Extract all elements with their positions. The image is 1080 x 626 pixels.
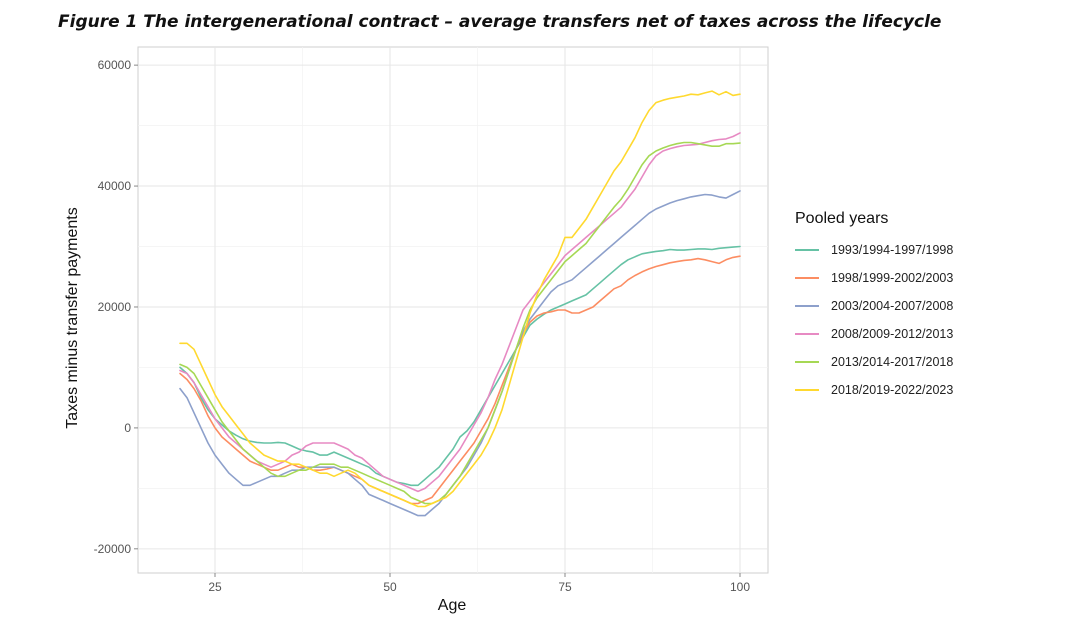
x-axis: 25 50 75 100 <box>208 573 750 594</box>
legend-item: 2013/2014-2017/2018 <box>795 348 953 376</box>
legend-label: 1998/1999-2002/2003 <box>831 271 954 285</box>
legend-label: 1993/1994-1997/1998 <box>831 243 954 257</box>
x-tick-label: 100 <box>730 580 750 594</box>
series-line-5 <box>179 141 741 505</box>
x-tick-label: 25 <box>208 580 222 594</box>
legend-item: 2003/2004-2007/2008 <box>795 292 953 320</box>
figure-title: Figure 1 The intergenerational contract … <box>58 12 942 32</box>
legend-item: 1993/1994-1997/1998 <box>795 236 953 264</box>
legend: Pooled years 1993/1994-1997/1998 1998/199… <box>795 210 953 404</box>
y-tick-label: 20000 <box>98 300 132 314</box>
legend-item: 2018/2019-2022/2023 <box>795 376 953 404</box>
y-tick-label: 60000 <box>98 58 132 72</box>
series-line-6 <box>179 90 741 508</box>
legend-key <box>795 333 819 335</box>
y-axis-label: Taxes minus transfer payments <box>64 207 81 428</box>
legend-key <box>795 277 819 279</box>
legend-label: 2018/2019-2022/2023 <box>831 383 954 397</box>
legend-items: 1993/1994-1997/1998 1998/1999-2002/2003 20… <box>795 236 953 404</box>
legend-key <box>795 361 819 363</box>
legend-key <box>795 305 819 307</box>
y-tick-label: 0 <box>124 421 131 435</box>
x-tick-label: 50 <box>383 580 397 594</box>
y-axis: -20000 0 20000 40000 60000 <box>94 58 138 556</box>
legend-label: 2008/2009-2012/2013 <box>831 327 954 341</box>
x-tick-label: 75 <box>558 580 572 594</box>
series-line-1 <box>179 245 741 487</box>
legend-label: 2003/2004-2007/2008 <box>831 299 954 313</box>
series-line-4 <box>179 132 741 493</box>
gridlines <box>138 47 768 573</box>
legend-item: 1998/1999-2002/2003 <box>795 264 953 292</box>
y-tick-label: -20000 <box>94 542 132 556</box>
legend-title: Pooled years <box>795 210 889 227</box>
legend-label: 2013/2014-2017/2018 <box>831 355 954 369</box>
legend-key <box>795 249 819 251</box>
series-line-2 <box>179 255 741 505</box>
series-layer <box>179 90 741 517</box>
x-axis-label: Age <box>438 597 467 614</box>
y-tick-label: 40000 <box>98 179 132 193</box>
legend-item: 2008/2009-2012/2013 <box>795 320 953 348</box>
legend-key <box>795 389 819 391</box>
